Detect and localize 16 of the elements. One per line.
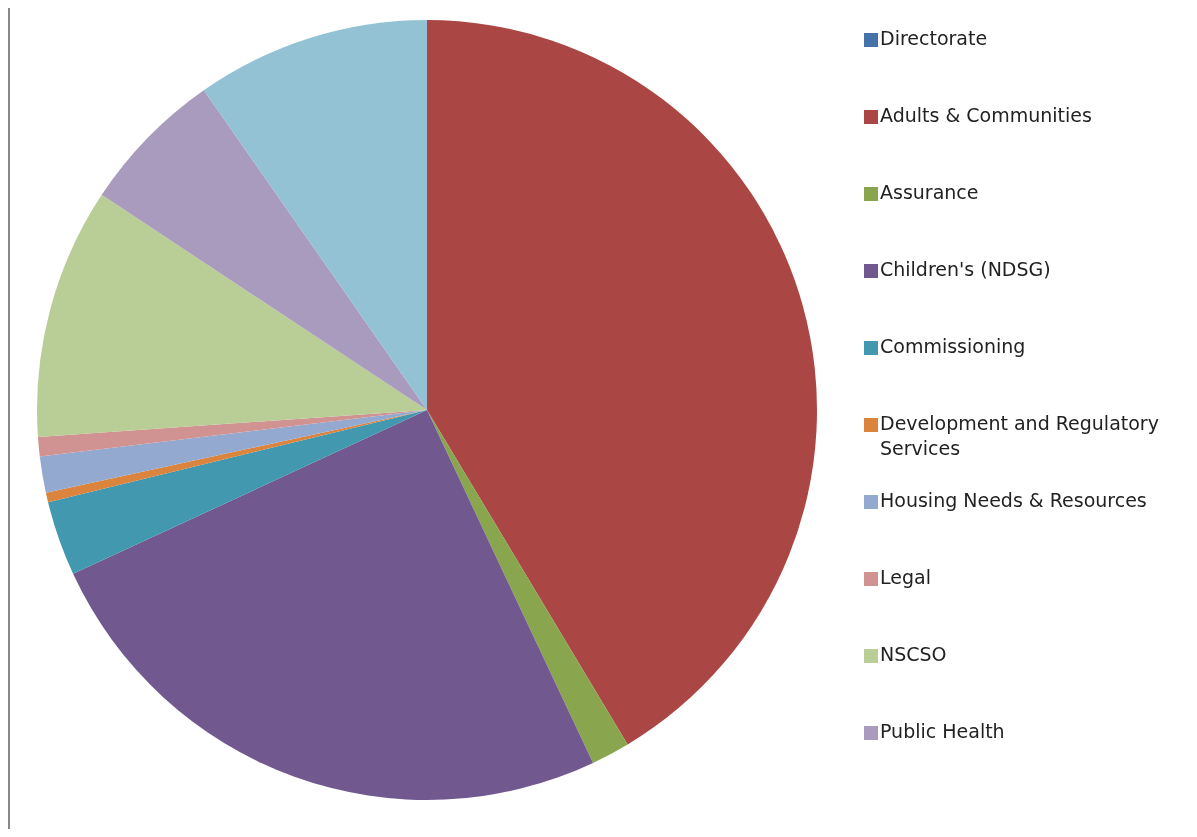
legend-label: NSCSO [880, 643, 947, 665]
legend-label: Development and Regulatory Services [880, 412, 1159, 459]
legend-label: Assurance [880, 181, 979, 203]
pie-slice [48, 410, 427, 574]
legend-label: Housing Needs & Resources [880, 489, 1147, 511]
legend-label: Legal [880, 566, 931, 588]
pie-slice [73, 410, 594, 800]
pie-slice [203, 20, 427, 410]
pie-slice [427, 20, 817, 745]
pie-slice [37, 194, 427, 437]
legend-label: Adults & Communities [880, 104, 1092, 126]
legend-label: Children's (NDSG) [880, 258, 1051, 280]
legend-label: Directorate [880, 27, 988, 49]
legend-label: Public Health [880, 720, 1005, 742]
pie-slice [101, 90, 427, 410]
legend-label: Commissioning [880, 335, 1026, 357]
